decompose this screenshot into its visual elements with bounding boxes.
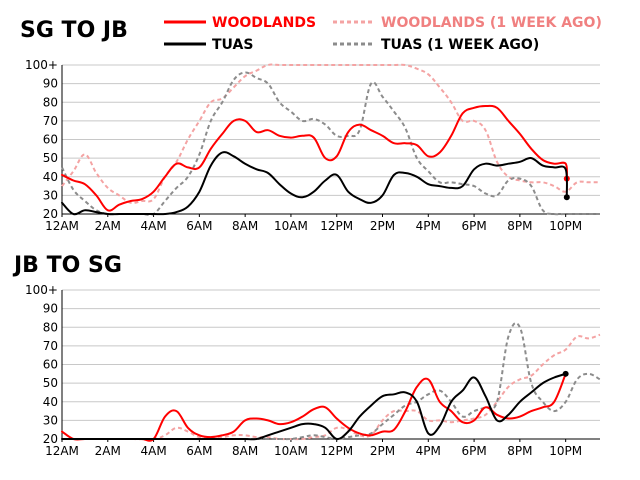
x-tick-label: 8AM xyxy=(232,219,258,233)
series-line-woodlands-1-week-ago xyxy=(62,333,601,441)
legend-label-woodlands: WOODLANDS xyxy=(212,15,316,31)
legend-label-woodlands-1-week-ago: WOODLANDS (1 WEEK AGO) xyxy=(381,15,602,31)
chart-title-sg-to-jb: SG TO JB xyxy=(20,18,128,43)
x-tick-label: 2PM xyxy=(370,219,395,233)
legend-item-tuas-1-week-ago: TUAS (1 WEEK AGO) xyxy=(333,37,539,53)
x-tick-label: 4PM xyxy=(416,444,441,458)
series-line-tuas-1-week-ago xyxy=(61,71,600,217)
y-tick-label: 40 xyxy=(43,395,58,409)
y-tick-label: 70 xyxy=(43,339,58,353)
series-line-tuas xyxy=(61,372,567,441)
x-tick-label: 8PM xyxy=(507,219,532,233)
y-tick-label: 70 xyxy=(43,114,58,128)
y-tick-label: 60 xyxy=(43,358,58,372)
x-tick-label: 4AM xyxy=(140,444,166,458)
x-tick-label: 10PM xyxy=(549,444,582,458)
x-tick-label: 10PM xyxy=(549,219,582,233)
y-tick-label: 50 xyxy=(43,151,58,165)
x-tick-label: 12PM xyxy=(320,219,353,233)
y-tick-label: 30 xyxy=(43,413,58,427)
plot-sg-to-jb: 20 30 40 50 60 70 80 90 100+ 12AM 2AM 4AM 6AM 8AM 10AM… xyxy=(25,58,600,233)
x-tick-label: 6PM xyxy=(461,219,486,233)
x-tick-label: 6AM xyxy=(186,444,212,458)
x-tick-label: 8PM xyxy=(507,444,532,458)
y-tick-label: 20 xyxy=(43,432,58,446)
x-tick-label: 4PM xyxy=(416,219,441,233)
series-line-tuas xyxy=(61,151,568,216)
legend-label-tuas-1-week-ago: TUAS (1 WEEK AGO) xyxy=(381,37,539,53)
legend-item-tuas: TUAS xyxy=(164,37,253,53)
x-tick-label: 12AM xyxy=(45,219,79,233)
x-tick-label: 4AM xyxy=(140,219,166,233)
x-tick-label: 6PM xyxy=(461,444,486,458)
y-tick-label: 100+ xyxy=(25,283,58,297)
y-tick-label: 40 xyxy=(43,170,58,184)
y-tick-label: 80 xyxy=(43,320,58,334)
x-tick-label: 12AM xyxy=(45,444,79,458)
plot-jb-to-sg: 20 30 40 50 60 70 80 90 100+ 12AM 2AM 4AM 6AM 8AM 10AM… xyxy=(25,283,601,458)
series-line-woodlands-1-week-ago xyxy=(61,63,600,205)
x-tick-label: 10AM xyxy=(274,444,308,458)
y-tick-label: 60 xyxy=(43,133,58,147)
legend-label-tuas: TUAS xyxy=(212,37,253,53)
x-tick-label: 8AM xyxy=(232,444,258,458)
series-line-woodlands xyxy=(61,104,568,212)
y-tick-label: 80 xyxy=(43,95,58,109)
x-tick-label: 12PM xyxy=(320,444,353,458)
x-tick-label: 2AM xyxy=(95,444,121,458)
grid xyxy=(62,289,600,421)
y-tick-label: 20 xyxy=(43,207,58,221)
x-tick-label: 2AM xyxy=(95,219,121,233)
legend-item-woodlands-1-week-ago: WOODLANDS (1 WEEK AGO) xyxy=(333,15,602,31)
y-tick-label: 90 xyxy=(43,77,58,91)
series-line-tuas-1-week-ago xyxy=(62,322,601,441)
y-tick-label: 90 xyxy=(43,302,58,316)
y-tick-label: 50 xyxy=(43,376,58,390)
series-end-point-tuas xyxy=(562,370,569,377)
chart-title-jb-to-sg: JB TO SG xyxy=(12,253,122,278)
series-end-point-tuas xyxy=(563,194,570,201)
legend: WOODLANDS WOODLANDS (1 WEEK AGO) TUAS TU… xyxy=(164,15,602,53)
x-tick-label: 2PM xyxy=(370,444,395,458)
y-tick-label: 100+ xyxy=(25,58,58,72)
y-tick-label: 30 xyxy=(43,188,58,202)
legend-item-woodlands: WOODLANDS xyxy=(164,15,316,31)
x-tick-label: 6AM xyxy=(186,219,212,233)
x-tick-label: 10AM xyxy=(274,219,308,233)
